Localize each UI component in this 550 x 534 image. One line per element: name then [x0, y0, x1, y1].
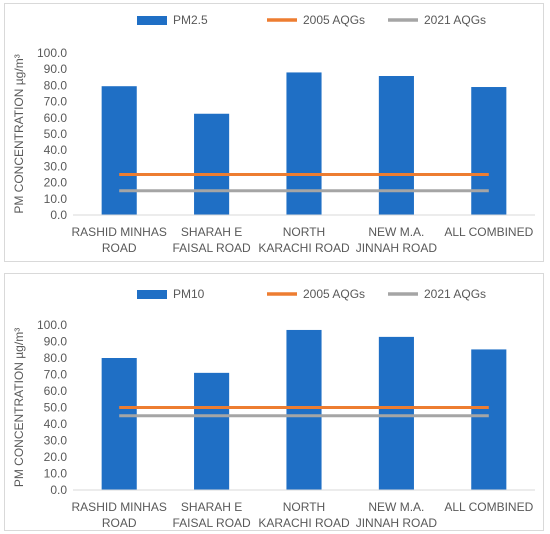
legend-swatch-0 [137, 290, 167, 299]
x-tick-label-line: JINNAH ROAD [356, 516, 438, 530]
y-tick-label: 70.0 [44, 368, 68, 382]
y-axis-label: PM CONCENTRATION µg/m³ [12, 328, 26, 487]
x-tick-label: ALL COMBINED [444, 225, 533, 239]
x-tick-label: NEW M.A. JINNAH ROAD [356, 225, 438, 255]
bar [286, 329, 322, 490]
x-tick-label-line: SHARAH E [181, 225, 242, 239]
x-tick-label: NORTH KARACHI ROAD [258, 500, 350, 530]
y-tick-label: 40.0 [44, 143, 68, 157]
y-tick-label: 50.0 [44, 401, 68, 415]
x-tick-label-line: NEW M.A. [368, 500, 424, 514]
pm10-chart: PM10 2005 AQGs 2021 AQGs PM CONCENTRATION µ… [12, 287, 535, 530]
pm25-chart: PM2.5 2005 AQGs 2021 AQGs PM CONCENTRATION … [12, 13, 535, 255]
x-tick-label-line: NORTH [283, 225, 325, 239]
y-tick-label: 80.0 [44, 78, 68, 92]
y-tick-label: 10.0 [44, 467, 68, 481]
y-tick-label: 30.0 [44, 159, 68, 173]
legend-label: 2021 AQGs [424, 13, 486, 27]
bar [286, 72, 322, 215]
legend: PM10 2005 AQGs 2021 AQGs [137, 287, 486, 301]
y-tick-label: 70.0 [44, 95, 68, 109]
x-tick-label: NEW M.A. JINNAH ROAD [356, 500, 438, 530]
x-tick-label-line: ALL COMBINED [444, 225, 533, 239]
y-tick-label: 80.0 [44, 351, 68, 365]
x-tick-label-line: RASHID MINHAS [72, 225, 167, 239]
y-tick-label: 0.0 [50, 208, 67, 222]
y-axis-label: PM CONCENTRATION µg/m³ [12, 54, 26, 213]
pm10-chart-panel: PM10 2005 AQGs 2021 AQGs PM CONCENTRATION µ… [4, 273, 544, 531]
x-tick-label-line: KARACHI ROAD [258, 516, 350, 530]
y-tick-label: 90.0 [44, 62, 68, 76]
y-tick-label: 100.0 [37, 318, 67, 332]
x-tick-label-line: SHARAH E [181, 500, 242, 514]
bar [101, 358, 137, 490]
x-tick-label-line: KARACHI ROAD [258, 241, 350, 255]
x-tick-label: RASHID MINHAS ROAD [72, 225, 167, 255]
bar [194, 372, 230, 490]
y-tick-label: 40.0 [44, 417, 68, 431]
y-tick-labels: 0.0 10.0 20.0 30.0 40.0 50.0 60.0 70.0 80.0 90.0 1… [37, 46, 67, 222]
x-tick-label: RASHID MINHAS ROAD [72, 500, 167, 530]
x-tick-label-line: NEW M.A. [368, 225, 424, 239]
x-tick-label: ALL COMBINED [444, 500, 533, 514]
x-tick-label-line: JINNAH ROAD [356, 241, 438, 255]
y-tick-label: 60.0 [44, 384, 68, 398]
bar [101, 86, 137, 216]
pm25-chart-panel: PM2.5 2005 AQGs 2021 AQGs PM CONCENTRATION … [4, 3, 544, 262]
y-tick-label: 0.0 [50, 483, 67, 497]
y-tick-label: 50.0 [44, 127, 68, 141]
y-tick-label: 20.0 [44, 450, 68, 464]
y-tick-labels: 0.0 10.0 20.0 30.0 40.0 50.0 60.0 70.0 80.0 90.0 1… [37, 318, 67, 497]
legend-label: PM10 [173, 287, 205, 301]
bar [471, 87, 507, 215]
x-tick-label: SHARAH E FAISAL ROAD [172, 225, 251, 255]
legend-swatch-0 [137, 16, 167, 25]
x-tick-label-line: NORTH [283, 500, 325, 514]
x-tick-label: SHARAH E FAISAL ROAD [172, 500, 251, 530]
x-tick-label: NORTH KARACHI ROAD [258, 225, 350, 255]
legend-label: 2005 AQGs [303, 287, 365, 301]
y-tick-label: 10.0 [44, 192, 68, 206]
bar [378, 336, 414, 490]
y-tick-label: 60.0 [44, 111, 68, 125]
legend-label: 2005 AQGs [303, 13, 365, 27]
y-tick-label: 100.0 [37, 46, 67, 60]
x-tick-label-line: ROAD [102, 516, 137, 530]
y-tick-label: 30.0 [44, 434, 68, 448]
legend-label: PM2.5 [173, 13, 208, 27]
x-tick-label-line: ROAD [102, 241, 137, 255]
y-tick-label: 90.0 [44, 335, 68, 349]
legend: PM2.5 2005 AQGs 2021 AQGs [137, 13, 486, 27]
legend-label: 2021 AQGs [424, 287, 486, 301]
y-tick-label: 20.0 [44, 176, 68, 190]
x-tick-label-line: FAISAL ROAD [172, 241, 251, 255]
x-tick-label-line: RASHID MINHAS [72, 500, 167, 514]
x-tick-label-line: FAISAL ROAD [172, 516, 251, 530]
x-tick-label-line: ALL COMBINED [444, 500, 533, 514]
bar [471, 349, 507, 490]
bar [194, 113, 230, 215]
bar [378, 76, 414, 215]
